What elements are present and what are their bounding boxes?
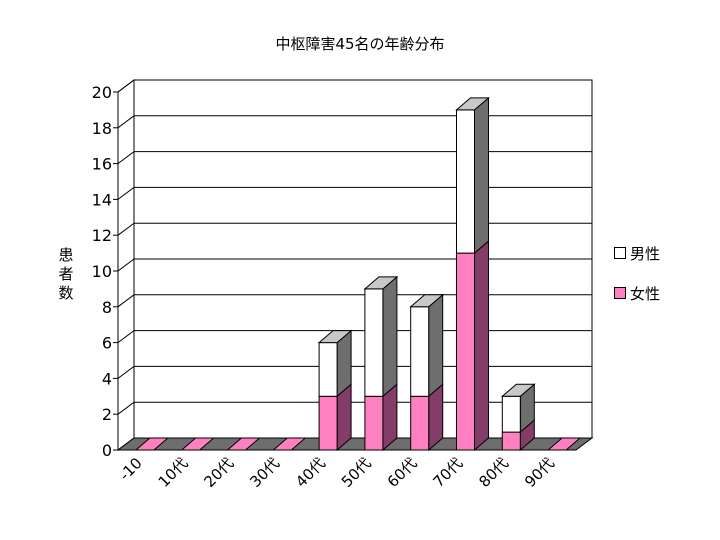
legend-label-male: 男性 <box>630 244 661 263</box>
bar-top <box>317 330 353 344</box>
bar-side <box>474 96 489 255</box>
y-tick-label: 2 <box>102 405 112 424</box>
bar-top <box>500 383 536 397</box>
y-tick-label: 20 <box>92 83 112 102</box>
legend-item-male: 男性 <box>614 243 660 263</box>
bar-top <box>409 294 445 308</box>
y-tick-label: 4 <box>102 369 112 388</box>
gridline <box>117 115 592 129</box>
legend-item-female: 女性 <box>614 283 660 303</box>
bar-top <box>455 97 490 111</box>
bar <box>318 342 338 397</box>
gridline <box>117 79 592 93</box>
bar <box>410 395 430 451</box>
x-tick-label: 30代 <box>246 454 283 491</box>
gridline <box>117 186 592 200</box>
y-tick-label: 0 <box>102 441 112 460</box>
x-tick-label: 70代 <box>429 454 466 491</box>
y-axis-label-char: 者 <box>58 265 74 283</box>
bar-side <box>474 240 489 452</box>
bar-top <box>180 437 216 451</box>
x-tick-label: 40代 <box>292 454 329 491</box>
legend-swatch-male <box>614 247 626 259</box>
bar-top <box>226 437 261 451</box>
bar-top <box>546 437 582 451</box>
x-tick-label: 20代 <box>200 454 237 491</box>
y-axis-label-char: 数 <box>58 284 74 302</box>
y-tick-label: 8 <box>102 298 112 317</box>
legend: 男性 女性 <box>614 243 660 323</box>
bar-top <box>363 276 399 290</box>
bar <box>364 288 384 397</box>
y-tick-label: 12 <box>92 226 112 245</box>
y-tick-label: 6 <box>102 334 112 353</box>
x-tick-label: 10代 <box>155 454 192 491</box>
x-tick-label: 50代 <box>338 454 375 491</box>
gridline <box>117 151 592 165</box>
y-tick-label: 10 <box>92 262 112 281</box>
bar-side <box>382 275 398 398</box>
bar <box>364 395 384 451</box>
gridline <box>117 258 592 272</box>
bar-top <box>134 437 170 451</box>
gridline <box>117 222 592 236</box>
y-axis-label: 患 者 数 <box>56 246 76 303</box>
y-tick-label: 16 <box>92 155 112 174</box>
bar <box>456 109 475 254</box>
legend-label-female: 女性 <box>630 284 661 303</box>
bar <box>501 395 521 433</box>
x-tick-label: 80代 <box>475 454 512 491</box>
x-tick-label: -10 <box>116 454 146 484</box>
y-tick-label: 18 <box>92 119 112 138</box>
bar <box>501 431 521 451</box>
x-tick-label: 90代 <box>521 454 558 491</box>
bar <box>456 252 475 451</box>
chart-title: 中枢障害45名の年齢分布 <box>275 35 445 53</box>
bar-side <box>428 293 444 398</box>
bar-top <box>271 437 307 451</box>
bar <box>318 395 338 451</box>
bar <box>410 306 430 397</box>
x-tick-label: 60代 <box>384 454 421 491</box>
legend-swatch-female <box>614 287 626 299</box>
y-tick-label: 14 <box>92 190 112 209</box>
y-axis-label-char: 患 <box>58 246 74 264</box>
